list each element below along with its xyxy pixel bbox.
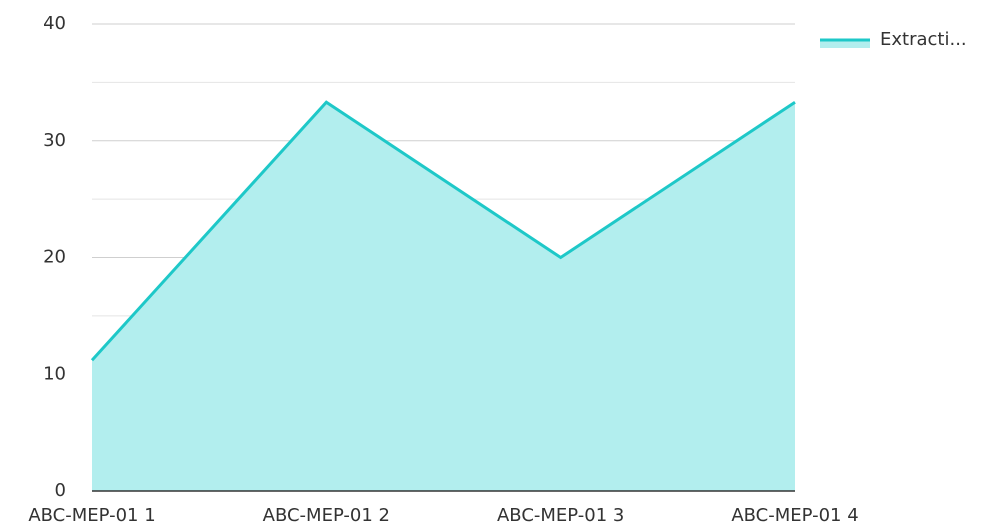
y-tick-label: 20: [43, 247, 66, 268]
legend-swatch: [820, 40, 870, 48]
x-tick-label: ABC-MEP-01 3: [497, 505, 624, 526]
legend-label: Extracti...: [880, 29, 967, 50]
y-tick-label: 30: [43, 130, 66, 151]
x-tick-label: ABC-MEP-01 1: [28, 505, 155, 526]
x-tick-label: ABC-MEP-01 4: [731, 505, 858, 526]
series-line: [90, 100, 796, 362]
y-tick-label: 0: [55, 480, 66, 501]
area-fill: [92, 102, 795, 491]
y-tick-label: 40: [43, 13, 66, 34]
x-tick-label: ABC-MEP-01 2: [263, 505, 390, 526]
y-tick-label: 10: [43, 363, 66, 384]
